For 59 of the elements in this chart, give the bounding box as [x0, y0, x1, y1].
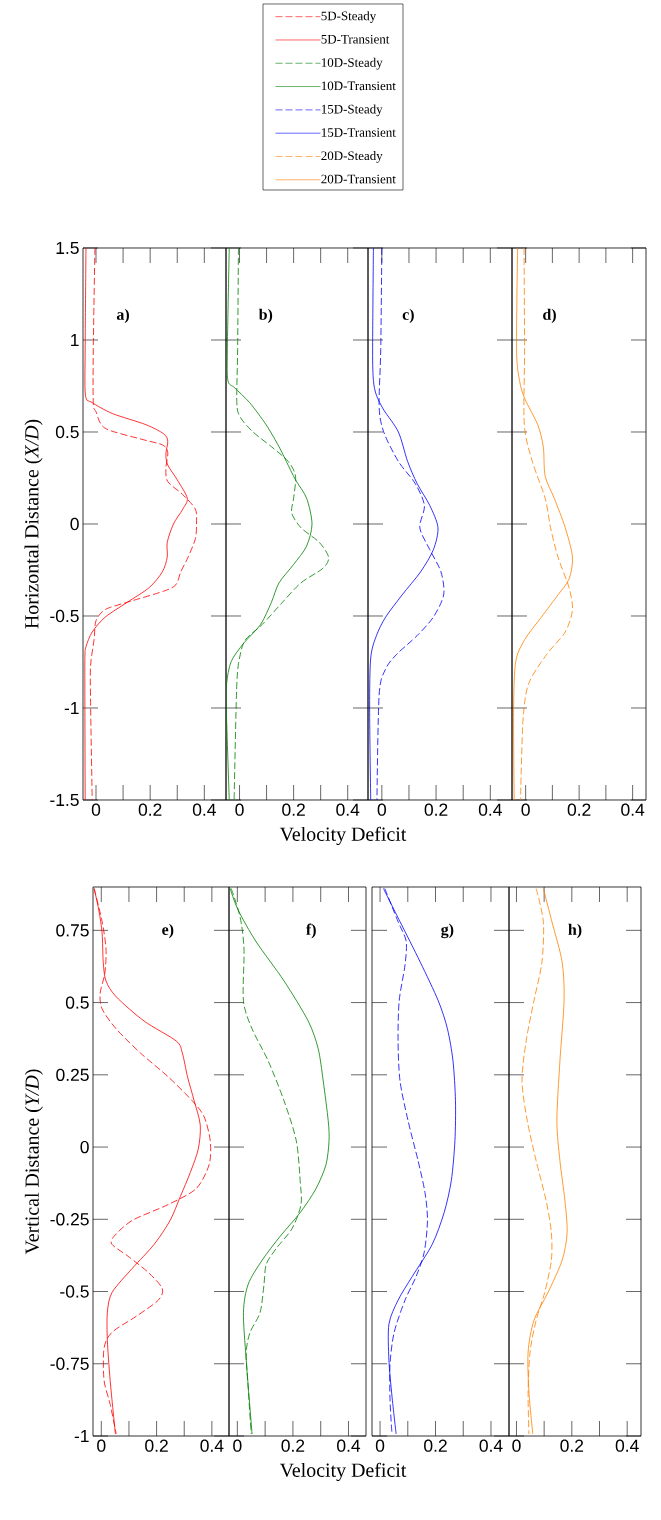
annotation: f) [306, 923, 316, 939]
x-tick-label: 0.4 [192, 803, 216, 816]
x-tick-label: 0.2 [560, 1439, 584, 1452]
x-tick-label: 0.4 [336, 803, 360, 816]
y-tick-label: 0.75 [56, 924, 89, 937]
x-tick-label: 0.4 [200, 1439, 224, 1452]
x-tick-label: 0.4 [615, 1439, 639, 1452]
annotation: a) [116, 308, 129, 324]
legend-label: 15D-Steady [321, 104, 383, 117]
x-tick-label: 0.2 [424, 1439, 447, 1452]
legend-label: 5D-Steady [321, 11, 377, 23]
x-tick-label: 0 [97, 1439, 106, 1452]
y-tick-label: 0.5 [65, 996, 89, 1009]
y-tick-label: -1.5 [50, 793, 79, 807]
annotation: h) [568, 923, 582, 939]
legend-label: 5D-Transient [321, 34, 390, 44]
annotation: c) [402, 308, 414, 324]
y-tick-label: 0 [70, 517, 79, 531]
x-tick-label: 0 [91, 803, 101, 816]
x-tick-label: 0.4 [479, 1439, 503, 1452]
y-tick-label: -0.75 [50, 1357, 89, 1370]
legend-label: 10D-Transient [321, 81, 396, 91]
y-axis-title: Vertical Distance (Y/D) [24, 1069, 43, 1255]
y-tick-label: -0.5 [60, 1285, 89, 1298]
annotation: g) [441, 923, 454, 939]
x-tick-label: 0 [375, 1439, 385, 1452]
x-tick-label: 0.4 [337, 1439, 361, 1452]
y-tick-label: 1 [71, 333, 79, 346]
annotation: e) [162, 923, 174, 939]
legend-label: 20D-Transient [321, 174, 396, 184]
x-tick-label: 0 [235, 803, 244, 816]
x-tick-label: 0 [512, 1439, 521, 1452]
y-tick-label: -1 [74, 1430, 89, 1442]
x-tick-label: 0.2 [145, 1439, 168, 1452]
x-axis-title: Velocity Deficit [279, 1462, 407, 1482]
x-tick-label: 0.2 [138, 803, 162, 816]
x-tick-label: 0 [377, 803, 386, 816]
legend-label: 15D-Transient [321, 128, 396, 137]
x-tick-label: 0 [521, 803, 530, 816]
annotation: d) [543, 308, 556, 324]
legend-label: 20D-Steady [321, 151, 383, 163]
x-tick-label: 0.2 [424, 803, 448, 816]
x-tick-label: 0.2 [282, 803, 305, 816]
legend-label: 10D-Steady [321, 57, 383, 70]
y-tick-label: -0.5 [50, 609, 79, 623]
x-tick-label: 0.2 [281, 1439, 305, 1452]
x-axis-title: Velocity Deficit [279, 826, 407, 846]
x-tick-label: 0.4 [621, 803, 645, 816]
y-tick-label: 0 [80, 1140, 89, 1154]
annotation: b) [258, 308, 273, 324]
y-axis-title: Horizontal Distance (X/D) [24, 419, 43, 629]
y-tick-label: -0.25 [50, 1213, 89, 1226]
x-tick-label: 0 [233, 1439, 242, 1452]
y-tick-label: 0.25 [56, 1068, 89, 1081]
x-tick-label: 0.2 [567, 803, 591, 816]
y-tick-label: 1.5 [56, 241, 79, 255]
y-tick-label: 0.5 [55, 425, 79, 439]
x-tick-label: 0.4 [478, 803, 502, 816]
y-tick-label: -1 [64, 701, 79, 714]
